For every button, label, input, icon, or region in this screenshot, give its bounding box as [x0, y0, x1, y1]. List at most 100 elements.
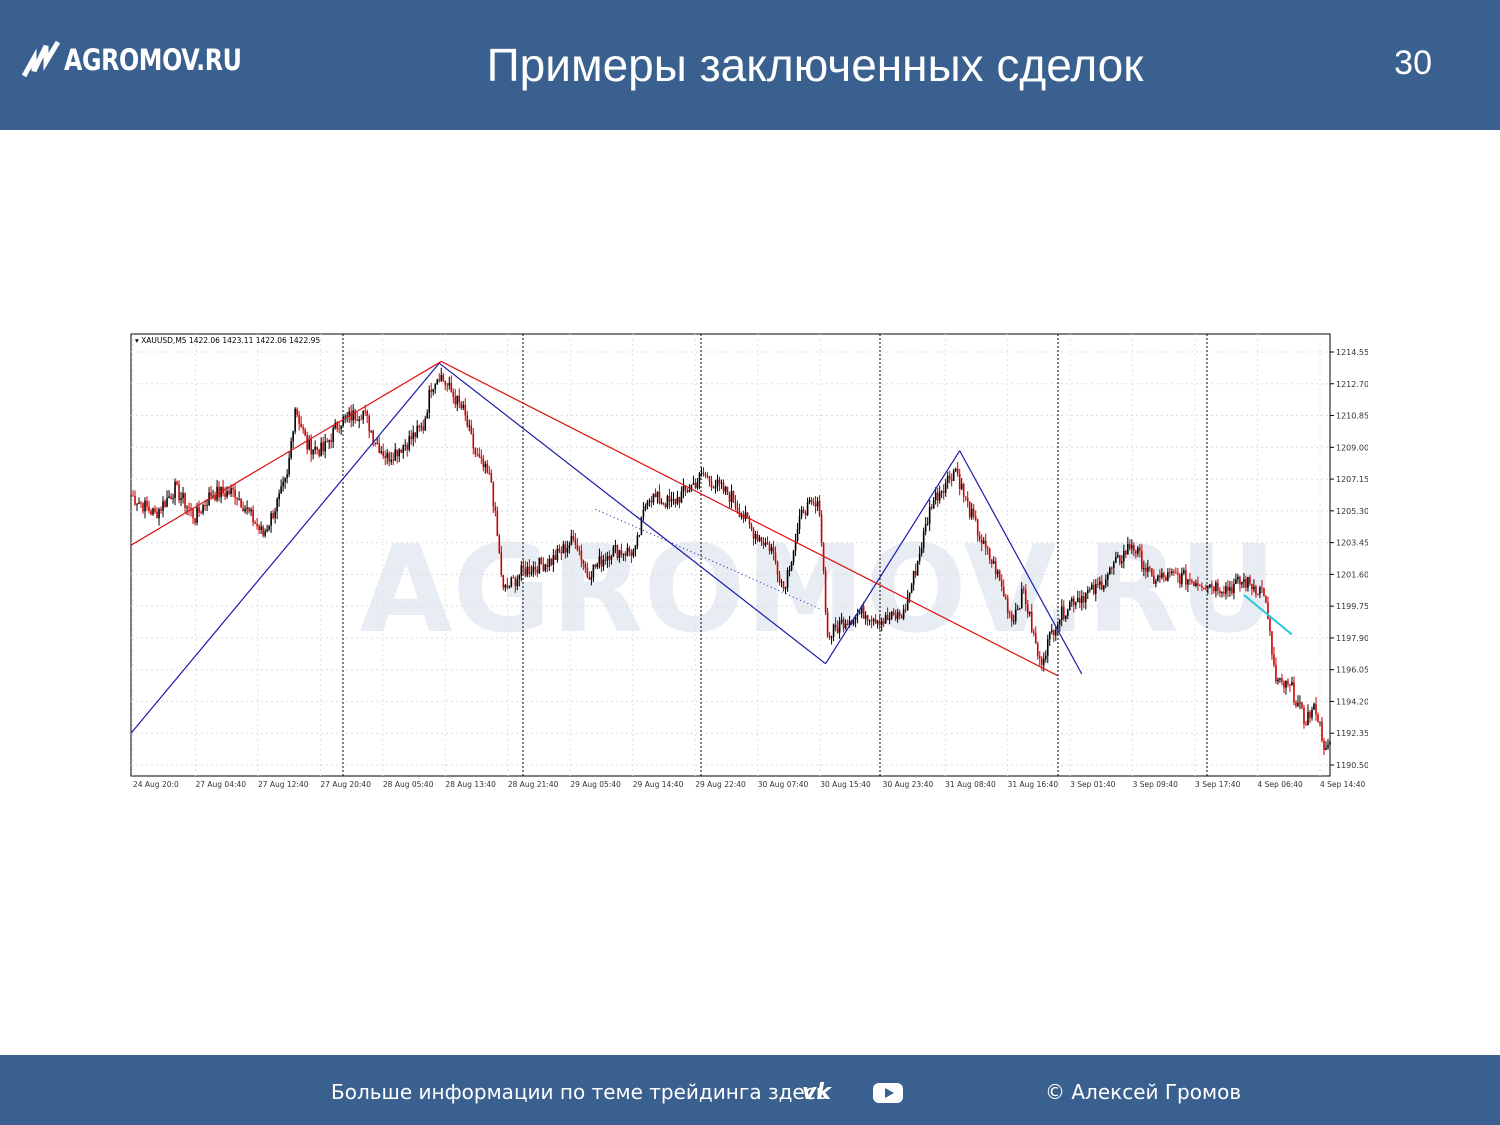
candle-body: [490, 473, 493, 483]
candle-body: [528, 566, 531, 574]
candle-body: [266, 529, 268, 532]
candle-body: [708, 476, 711, 482]
candle-body: [552, 555, 555, 565]
candle-body: [750, 524, 753, 530]
candle-body: [316, 446, 318, 450]
candle-body: [300, 423, 302, 428]
candle-body: [242, 507, 244, 512]
candle-body: [1020, 588, 1023, 609]
candles-group: [130, 367, 1331, 756]
x-tick-label: 28 Aug 05:40: [383, 780, 434, 789]
candle-body: [1034, 633, 1037, 644]
candle-body: [676, 497, 679, 504]
youtube-icon[interactable]: [873, 1082, 903, 1104]
candle-body: [1199, 585, 1201, 587]
candle-body: [1261, 587, 1263, 589]
candle-body: [816, 501, 819, 507]
candle-body: [516, 579, 519, 587]
candle-body: [782, 581, 785, 589]
site-logo[interactable]: AGROMOV.RU: [22, 36, 281, 84]
candle-body: [1135, 550, 1137, 554]
candle-body: [1010, 613, 1013, 621]
candle-body: [442, 375, 445, 381]
candle-body: [1235, 579, 1237, 584]
candle-body: [368, 415, 370, 432]
x-tick-label: 27 Aug 12:40: [258, 780, 309, 789]
candle-body: [360, 419, 362, 421]
candle-body: [758, 537, 761, 541]
candle-body: [760, 537, 763, 543]
candle-body: [688, 490, 691, 492]
candle-body: [1195, 583, 1197, 586]
candle-body: [588, 577, 591, 580]
candle-body: [968, 501, 971, 518]
candle-body: [1241, 582, 1243, 585]
candle-body: [918, 553, 921, 561]
candle-body: [600, 556, 603, 567]
candle-body: [1161, 573, 1163, 578]
candle-body: [774, 552, 777, 562]
candle-body: [236, 497, 238, 500]
candle-body: [1151, 568, 1153, 576]
candle-body: [852, 620, 855, 625]
candle-body: [450, 382, 453, 392]
candle-body: [922, 531, 925, 549]
candle-body: [280, 486, 282, 494]
candle-body: [1030, 611, 1033, 632]
candle-body: [544, 564, 547, 571]
candle-body: [990, 559, 993, 564]
candle-body: [556, 548, 559, 560]
candle-body: [958, 474, 961, 490]
candle-body: [636, 535, 639, 547]
candle-body: [288, 458, 290, 475]
x-tick-label: 31 Aug 08:40: [945, 780, 996, 789]
candle-body: [274, 511, 276, 519]
candle-body: [1064, 615, 1067, 619]
candle-body: [680, 491, 683, 503]
candle-body: [1068, 601, 1071, 610]
y-tick-label: 1197.90: [1336, 634, 1368, 643]
candle-body: [854, 615, 857, 621]
candle-body: [350, 411, 352, 421]
candle-body: [718, 479, 721, 484]
candle-body: [1097, 583, 1099, 585]
trend-line-blue-1: [438, 362, 826, 665]
candle-body: [1016, 609, 1019, 611]
vk-icon[interactable]: vk: [802, 1079, 836, 1103]
candle-body: [752, 529, 755, 539]
candle-body: [498, 535, 501, 553]
candle-body: [456, 395, 459, 405]
candle-body: [586, 568, 589, 578]
candle-body: [1317, 714, 1319, 722]
candle-body: [414, 432, 417, 437]
candle-body: [378, 443, 381, 453]
candle-body: [1091, 584, 1093, 590]
candle-body: [1203, 587, 1205, 589]
svg-text:vk: vk: [802, 1080, 832, 1103]
candle-body: [1169, 572, 1171, 574]
candle-body: [260, 526, 262, 530]
candle-body: [1221, 592, 1223, 594]
candle-body: [1060, 606, 1063, 621]
candle-body: [606, 556, 609, 561]
candle-body: [518, 575, 521, 580]
candle-body: [974, 516, 977, 520]
candle-body: [1070, 598, 1073, 602]
candle-body: [1329, 741, 1331, 745]
candle-body: [1143, 567, 1145, 570]
candle-body: [1207, 587, 1209, 589]
candle-body: [1082, 595, 1085, 603]
logo-text: AGROMOV.RU: [64, 43, 242, 77]
candle-body: [1103, 585, 1105, 590]
candle-body: [1305, 723, 1307, 726]
candle-body: [1024, 589, 1027, 605]
candle-body: [554, 555, 557, 560]
candle-body: [1141, 550, 1143, 570]
candle-body: [1283, 681, 1285, 688]
candle-body: [594, 564, 597, 568]
candle-body: [192, 509, 194, 519]
candle-body: [980, 539, 983, 544]
candle-body: [254, 522, 256, 524]
candle-body: [478, 454, 481, 457]
candle-body: [970, 508, 973, 518]
